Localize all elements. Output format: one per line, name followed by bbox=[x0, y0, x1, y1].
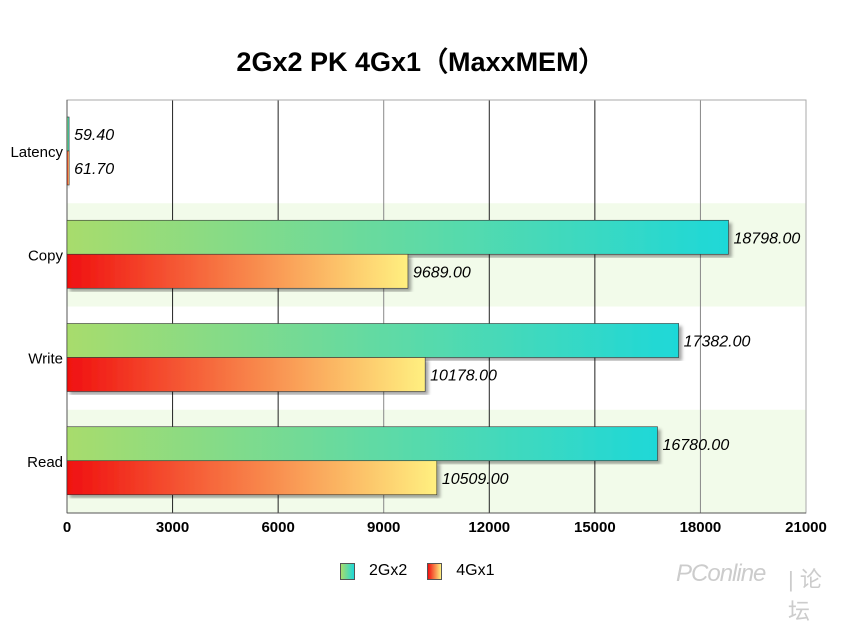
x-tick-label: 3000 bbox=[156, 519, 189, 536]
legend-swatch-2gx2 bbox=[340, 562, 355, 580]
data-label: 10178.00 bbox=[430, 368, 497, 385]
y-category-label: Copy bbox=[28, 247, 64, 264]
y-category-label: Write bbox=[28, 351, 63, 368]
bar-2gx2 bbox=[66, 426, 658, 462]
bar-2gx2 bbox=[66, 219, 729, 255]
data-label: 17382.00 bbox=[684, 334, 751, 351]
bar-4gx1 bbox=[66, 460, 438, 496]
legend-label-4gx1: 4Gx1 bbox=[456, 562, 495, 579]
bar-4gx1 bbox=[66, 357, 426, 392]
bar-2gx2 bbox=[66, 116, 70, 152]
x-tick-label: 6000 bbox=[261, 519, 294, 536]
legend: 2Gx2 4Gx1 bbox=[340, 562, 495, 580]
data-label: 61.70 bbox=[74, 161, 114, 178]
data-label: 18798.00 bbox=[734, 230, 801, 247]
bar-4gx1 bbox=[66, 150, 70, 186]
x-tick-label: 9000 bbox=[367, 519, 400, 536]
bar-4gx1 bbox=[66, 253, 409, 289]
legend-label-2gx2: 2Gx2 bbox=[369, 562, 408, 579]
data-label: 59.40 bbox=[74, 127, 114, 144]
data-label: 10509.00 bbox=[442, 471, 509, 488]
x-tick-label: 21000 bbox=[785, 519, 827, 536]
bar-chart: 0 3000 6000 9000 12000 15000 18000 21000 Latency… bbox=[10, 99, 827, 536]
bar-2gx2 bbox=[66, 323, 679, 358]
x-tick-label: 0 bbox=[63, 519, 71, 536]
watermark-forum: | 论坛 bbox=[788, 567, 822, 624]
data-label: 16780.00 bbox=[662, 437, 729, 454]
y-category-label: Read bbox=[27, 454, 63, 471]
legend-swatch-4gx1 bbox=[427, 562, 443, 580]
x-tick-label: 18000 bbox=[680, 519, 722, 536]
data-label: 9689.00 bbox=[413, 264, 471, 281]
y-category-label: Latency bbox=[10, 144, 63, 161]
watermark-logo: PConline bbox=[676, 560, 766, 587]
x-tick-label: 12000 bbox=[468, 519, 510, 536]
x-tick-label: 15000 bbox=[574, 519, 616, 536]
chart-title: 2Gx2 PK 4Gx1（MaxxMEM） bbox=[236, 47, 606, 77]
